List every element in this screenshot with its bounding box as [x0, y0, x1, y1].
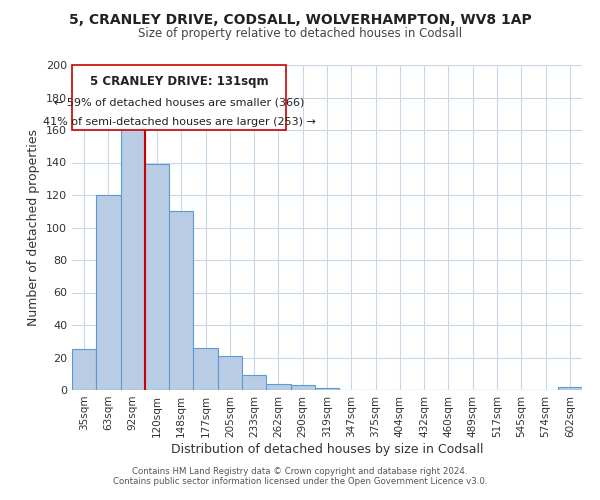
Bar — [193, 348, 218, 390]
Bar — [72, 350, 96, 390]
X-axis label: Distribution of detached houses by size in Codsall: Distribution of detached houses by size … — [171, 442, 483, 456]
FancyBboxPatch shape — [72, 65, 286, 130]
Bar — [218, 356, 242, 390]
Text: 41% of semi-detached houses are larger (253) →: 41% of semi-detached houses are larger (… — [43, 117, 316, 127]
Text: Contains HM Land Registry data © Crown copyright and database right 2024.: Contains HM Land Registry data © Crown c… — [132, 467, 468, 476]
Text: 5, CRANLEY DRIVE, CODSALL, WOLVERHAMPTON, WV8 1AP: 5, CRANLEY DRIVE, CODSALL, WOLVERHAMPTON… — [68, 12, 532, 26]
Bar — [290, 385, 315, 390]
Bar — [558, 387, 582, 390]
Bar — [145, 164, 169, 390]
Text: Size of property relative to detached houses in Codsall: Size of property relative to detached ho… — [138, 28, 462, 40]
Bar — [315, 388, 339, 390]
Text: 5 CRANLEY DRIVE: 131sqm: 5 CRANLEY DRIVE: 131sqm — [90, 74, 268, 88]
Bar — [266, 384, 290, 390]
Text: ← 59% of detached houses are smaller (366): ← 59% of detached houses are smaller (36… — [54, 98, 304, 108]
Bar — [169, 211, 193, 390]
Y-axis label: Number of detached properties: Number of detached properties — [28, 129, 40, 326]
Bar — [242, 376, 266, 390]
Bar — [96, 195, 121, 390]
Bar — [121, 118, 145, 390]
Text: Contains public sector information licensed under the Open Government Licence v3: Contains public sector information licen… — [113, 477, 487, 486]
